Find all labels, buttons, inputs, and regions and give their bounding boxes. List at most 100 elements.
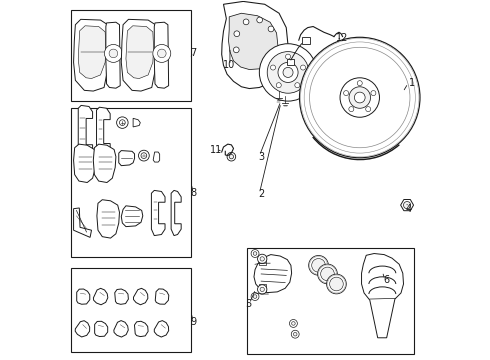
Polygon shape (94, 288, 108, 305)
Polygon shape (114, 321, 128, 337)
Polygon shape (75, 321, 90, 337)
Text: 11: 11 (209, 144, 221, 154)
Bar (302, 37, 310, 44)
Polygon shape (133, 288, 148, 305)
Polygon shape (134, 321, 148, 337)
Circle shape (104, 44, 122, 62)
Circle shape (257, 17, 263, 23)
Circle shape (366, 107, 371, 112)
Polygon shape (151, 190, 165, 235)
Circle shape (371, 91, 376, 96)
Polygon shape (95, 321, 108, 337)
Circle shape (267, 51, 309, 93)
Polygon shape (74, 208, 92, 237)
Ellipse shape (309, 256, 328, 275)
Polygon shape (119, 150, 135, 166)
Circle shape (253, 295, 257, 298)
Polygon shape (228, 13, 278, 69)
Circle shape (300, 65, 306, 70)
Polygon shape (78, 105, 93, 158)
Polygon shape (106, 22, 120, 88)
Polygon shape (97, 200, 120, 238)
Circle shape (258, 285, 267, 294)
Text: 4: 4 (405, 204, 411, 214)
Circle shape (403, 202, 411, 209)
Ellipse shape (318, 264, 337, 284)
Polygon shape (78, 26, 106, 78)
Circle shape (354, 92, 365, 103)
Circle shape (259, 44, 317, 101)
Circle shape (234, 31, 240, 37)
Polygon shape (93, 144, 116, 183)
Text: 2: 2 (258, 189, 264, 199)
Bar (247, 248, 414, 354)
Circle shape (278, 62, 298, 82)
Text: 8: 8 (190, 188, 196, 198)
Circle shape (270, 65, 275, 70)
Text: 5: 5 (245, 299, 251, 309)
Circle shape (139, 150, 149, 161)
Circle shape (292, 321, 295, 325)
Circle shape (343, 91, 348, 96)
Circle shape (290, 319, 297, 327)
Ellipse shape (312, 258, 325, 272)
Circle shape (258, 254, 267, 264)
Circle shape (117, 117, 128, 129)
Circle shape (251, 249, 259, 257)
Bar (71, 108, 191, 257)
Polygon shape (122, 19, 156, 91)
Circle shape (233, 47, 239, 53)
Text: 3: 3 (258, 152, 264, 162)
Circle shape (340, 78, 379, 117)
Polygon shape (154, 22, 169, 88)
Bar (259, 284, 266, 292)
Polygon shape (77, 289, 90, 304)
Text: 1: 1 (409, 78, 415, 88)
Polygon shape (133, 118, 140, 127)
Circle shape (109, 49, 118, 58)
Ellipse shape (320, 267, 334, 281)
Circle shape (299, 37, 420, 158)
Circle shape (349, 87, 370, 108)
Circle shape (243, 19, 249, 25)
Circle shape (349, 107, 354, 112)
Polygon shape (221, 1, 288, 89)
Circle shape (141, 153, 147, 158)
Polygon shape (254, 255, 292, 293)
Polygon shape (362, 253, 403, 338)
Circle shape (283, 67, 293, 77)
Circle shape (260, 257, 265, 261)
Polygon shape (155, 289, 169, 304)
Polygon shape (153, 152, 160, 162)
Circle shape (260, 287, 265, 292)
Ellipse shape (330, 277, 343, 291)
Polygon shape (126, 26, 153, 78)
Circle shape (295, 83, 300, 88)
Bar (259, 257, 266, 265)
Circle shape (157, 49, 166, 58)
Bar (71, 268, 191, 352)
Circle shape (291, 330, 299, 338)
Text: 12: 12 (336, 33, 348, 43)
Circle shape (153, 44, 171, 62)
Circle shape (253, 252, 257, 255)
Circle shape (227, 152, 236, 161)
Circle shape (357, 81, 362, 86)
Text: 6: 6 (384, 275, 390, 285)
Circle shape (251, 293, 259, 301)
Polygon shape (97, 107, 110, 156)
Polygon shape (401, 199, 414, 211)
Bar (287, 59, 294, 64)
Circle shape (229, 154, 234, 159)
Text: 9: 9 (190, 317, 196, 327)
Circle shape (120, 120, 125, 126)
Circle shape (286, 54, 291, 59)
Polygon shape (171, 190, 181, 235)
Text: 10: 10 (223, 60, 235, 70)
Ellipse shape (326, 274, 346, 294)
Polygon shape (115, 289, 128, 304)
Text: 7: 7 (190, 48, 196, 58)
Circle shape (276, 83, 281, 88)
Polygon shape (74, 144, 96, 183)
Circle shape (268, 26, 274, 32)
